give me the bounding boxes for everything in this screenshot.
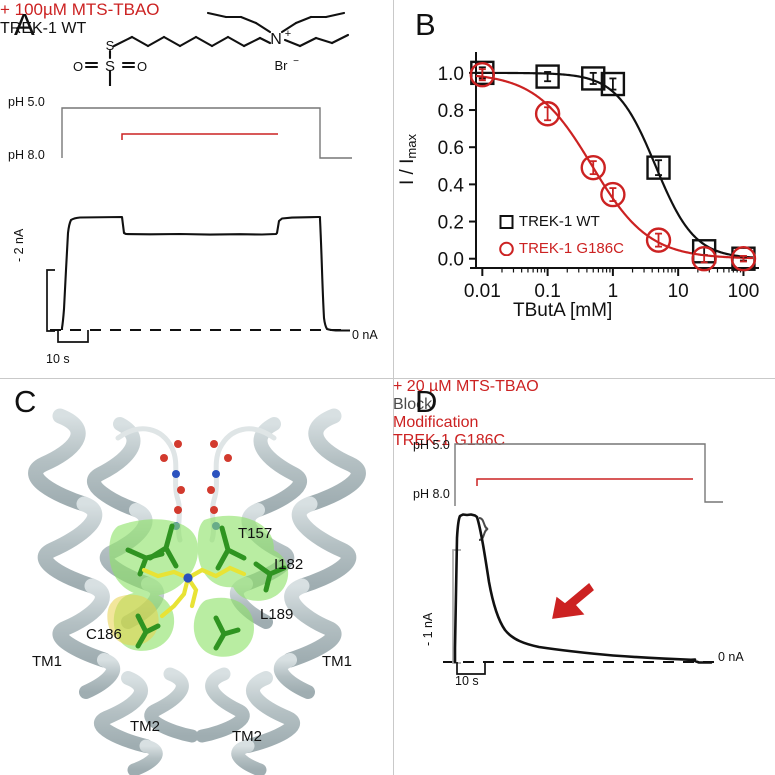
y-tick-label: 0.4 xyxy=(438,175,465,196)
atom-oxygen-right: O xyxy=(137,59,147,74)
marker-circle xyxy=(691,246,717,272)
marker-circle xyxy=(645,227,672,253)
counterion-charge: − xyxy=(293,56,299,67)
y-axis-label-subscript: max xyxy=(404,134,419,159)
data-point-g186c xyxy=(534,101,561,127)
panel-a: A xyxy=(0,0,393,378)
legend-square-icon xyxy=(499,215,514,229)
legend-label-g186c: TREK-1 G186C xyxy=(518,240,624,257)
marker-square xyxy=(581,66,606,91)
panel-d-block-label: Block xyxy=(393,396,433,413)
panel-d-letter: D xyxy=(415,384,438,419)
marker-square xyxy=(600,71,626,97)
panel-b: B 0.0 0.2 0.4 0.6 0.8 1.0 0.01 0.1 1 10 100 I / Im… xyxy=(393,0,775,378)
panel-a-construct-label: TREK-1 WT xyxy=(0,20,87,37)
panel-a-ph-high-label: pH 5.0 xyxy=(8,95,45,109)
panel-b-y-axis-label: I / Imax xyxy=(397,134,419,185)
panel-d: D pH 5.0 pH 8.0 + 20 µM MTS-TBAO Block xyxy=(393,378,775,775)
panel-a-ph-low-label: pH 8.0 xyxy=(8,148,45,162)
marker-circle xyxy=(730,246,757,272)
dose-response-chart: 0.0 0.2 0.4 0.6 0.8 1.0 0.01 0.1 1 10 100 xyxy=(438,52,760,302)
panel-d-trace xyxy=(443,443,723,675)
y-tick-label: 1.0 xyxy=(438,64,464,85)
marker-circle xyxy=(534,101,561,127)
data-point-wt xyxy=(581,66,606,91)
panel-d-ph-high-label: pH 5.0 xyxy=(413,438,450,452)
y-tick-label: 0.8 xyxy=(438,101,464,122)
legend-circle-icon xyxy=(499,241,514,257)
nitrogen-charge: + xyxy=(285,28,291,40)
counterion-bromide: Br xyxy=(275,58,289,73)
ligand-nitrogen xyxy=(183,573,193,583)
x-tick-label: 0.01 xyxy=(464,281,501,302)
panel-b-letter: B xyxy=(415,7,436,42)
y-axis-label-main: I / I xyxy=(397,158,418,185)
marker-circle xyxy=(469,62,496,88)
atom-sulfur-thio: S xyxy=(106,38,115,53)
data-point-wt xyxy=(646,155,671,180)
y-tick-label: 0.6 xyxy=(438,138,464,159)
panel-d-time-scale-label: 10 s xyxy=(455,674,479,688)
marker-circle xyxy=(600,181,626,208)
panel-divider-horizontal xyxy=(0,378,775,379)
panel-b-x-axis-label: TButA [mM] xyxy=(513,300,613,321)
data-point-wt xyxy=(535,64,560,89)
residue-label-t157: T157 xyxy=(238,525,273,542)
residue-label-l189: L189 xyxy=(260,606,294,623)
panel-a-time-scale-label: 10 s xyxy=(46,352,70,366)
marker-square xyxy=(646,155,671,180)
atom-sulfur-sulfonyl: S xyxy=(105,58,115,75)
residue-label-i182: I182 xyxy=(274,556,304,573)
y-tick-label: 0.2 xyxy=(438,213,464,234)
trek1-structure-render xyxy=(28,408,366,775)
atom-nitrogen: N xyxy=(270,31,282,48)
panel-d-current-scale-label: - 1 nA xyxy=(421,612,435,646)
fit-curve-wt xyxy=(476,71,754,259)
data-point-g186c xyxy=(580,154,606,181)
legend-item-g186c: TREK-1 G186C xyxy=(498,240,624,257)
legend-item-wt: TREK-1 WT xyxy=(498,213,600,230)
x-tick-label: 10 xyxy=(668,281,689,302)
data-point-g186c xyxy=(645,227,672,253)
legend-label-wt: TREK-1 WT xyxy=(518,213,600,230)
panel-d-drug-label: + 20 µM MTS-TBAO xyxy=(393,378,539,395)
data-point-g186c xyxy=(600,181,626,208)
fit-curve-g186c xyxy=(475,74,754,260)
marker-circle xyxy=(580,154,606,181)
panel-a-zero-current-label: 0 nA xyxy=(352,328,378,342)
panel-c-letter: C xyxy=(14,384,37,419)
panel-d-modification-label: Modification xyxy=(393,414,479,431)
panel-d-ph-low-label: pH 8.0 xyxy=(413,487,450,501)
data-point-g186c xyxy=(691,246,717,272)
domain-label-tm2-left: TM2 xyxy=(130,718,160,735)
data-point-g186c xyxy=(469,62,496,88)
mts-tbao-structure: S O O S N + Br − xyxy=(73,11,350,86)
panel-c: C xyxy=(0,378,393,775)
y-tick-label: 0.0 xyxy=(438,250,464,271)
x-tick-label: 1 xyxy=(608,281,619,302)
panel-a-letter: A xyxy=(14,7,35,42)
domain-label-tm1-right: TM1 xyxy=(322,653,352,670)
atom-oxygen-left: O xyxy=(73,59,83,74)
residue-label-c186: C186 xyxy=(86,626,122,643)
panel-d-zero-current-label: 0 nA xyxy=(718,650,744,664)
panel-a-current-scale-label: - 2 nA xyxy=(12,228,26,262)
panel-a-drug-label: + 100µM MTS-TBAO xyxy=(0,0,160,19)
x-tick-label: 100 xyxy=(728,281,760,302)
domain-label-tm1-left: TM1 xyxy=(32,653,62,670)
data-point-wt xyxy=(600,71,626,97)
panel-divider-vertical xyxy=(393,0,394,775)
data-point-g186c xyxy=(730,246,757,272)
x-tick-label: 0.1 xyxy=(534,281,560,302)
domain-label-tm2-right: TM2 xyxy=(232,728,262,745)
marker-square xyxy=(535,64,560,89)
panel-a-trace xyxy=(46,107,352,343)
panel-d-construct-label: TREK-1 G186C xyxy=(393,432,506,449)
